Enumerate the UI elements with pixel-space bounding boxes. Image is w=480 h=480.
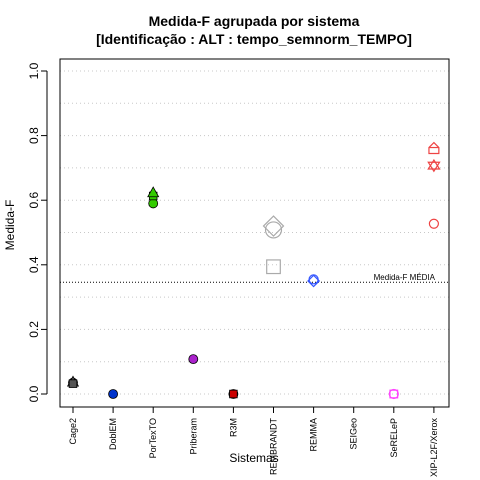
x-tick-label: Priberam (188, 418, 198, 455)
plot-frame (59, 58, 450, 408)
point-rembrandt-square (266, 259, 281, 275)
reference-line-group: Medida-F MÉDIA (60, 273, 449, 283)
y-axis-title: Medida-F (3, 200, 17, 251)
point-xip-l2f-xerox-circle (428, 218, 439, 229)
point-xip-l2f-xerox-house (428, 141, 440, 155)
x-axis-title: Sistemas (229, 451, 278, 465)
point-serelep-circle (388, 388, 399, 400)
point-doblem-circle (108, 389, 118, 399)
point-rembrandt-circle (264, 221, 283, 239)
reference-line-label: Medida-F MÉDIA (374, 273, 436, 282)
point-xip-l2f-xerox-star6-up (427, 158, 441, 170)
x-axis: Cage2 DoblEM PorTexTO Priberam R3M REMBRANDT R… (68, 406, 439, 478)
x-tick-label: REMBRANDT (269, 418, 279, 476)
point-remma-circle (308, 274, 319, 285)
point-portexto-circle (148, 198, 159, 209)
y-tick-label: 1.0 (27, 62, 41, 79)
point-cage2-square (68, 379, 78, 388)
point-rembrandt-diamond (262, 215, 285, 237)
y-tick-label: 0.2 (27, 321, 41, 338)
y-axis: 0.0 0.2 0.4 0.6 0.8 1.0 (27, 62, 48, 402)
x-tick-label: PorTexTO (148, 418, 158, 458)
y-tick-label: 0.6 (27, 192, 41, 209)
x-tick-label: DoblEM (108, 418, 118, 450)
point-xip-l2f-xerox-star6-down (427, 161, 441, 173)
grid (60, 70, 449, 395)
point-priberam-circle (188, 354, 199, 365)
x-tick-label: SEIGeo (349, 418, 359, 450)
y-tick-label: 0.4 (27, 256, 41, 273)
y-tick-label: 0.0 (27, 385, 41, 402)
chart-title-line-2: [Identificação : ALT : tempo_semnorm_TEM… (96, 31, 412, 47)
point-portexto-triangle (147, 186, 160, 198)
point-remma-diamond (307, 274, 321, 288)
point-r3m-square (229, 389, 238, 399)
x-tick-label: XIP-L2F/Xerox (429, 418, 439, 478)
x-tick-label: Cage2 (68, 418, 78, 445)
x-tick-label: REMMA (309, 418, 319, 452)
point-serelep-square (389, 389, 399, 399)
x-tick-label: R3M (228, 418, 238, 437)
y-tick-label: 0.8 (27, 127, 41, 144)
chart-title-line-1: Medida-F agrupada por sistema (149, 13, 360, 29)
x-tick-label: SeRELeP (389, 418, 399, 458)
data-marks (66, 141, 441, 400)
